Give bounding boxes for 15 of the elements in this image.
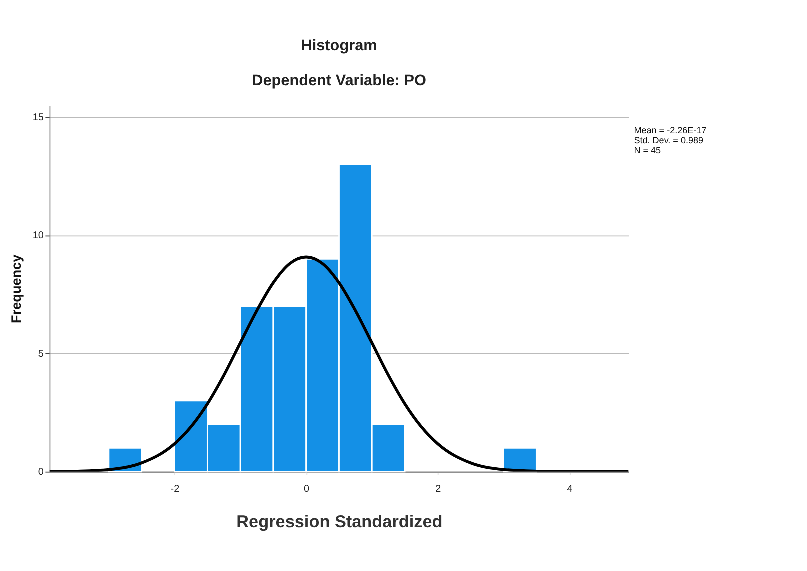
y-axis-title: Frequency [9,254,24,324]
x-axis-title: Regression Standardized [236,512,443,532]
x-tick-label: -2 [170,484,180,496]
text: Std. Dev. = 0.989 [634,135,704,146]
text: Mean = -2.26E-17 [634,126,707,136]
x-tick-label: 0 [304,484,310,496]
chart-subtitle: Dependent Variable: PO [252,72,426,90]
y-tick-label: 10 [32,230,44,242]
x-tick-label: 2 [436,484,442,496]
chart-title: Histogram [301,37,378,54]
text: N = 45 [634,145,662,156]
y-tick-label: 5 [38,348,44,360]
y-tick-label: 15 [32,112,44,124]
y-tick-label: 0 [38,467,44,478]
x-tick-label: 4 [567,484,574,496]
